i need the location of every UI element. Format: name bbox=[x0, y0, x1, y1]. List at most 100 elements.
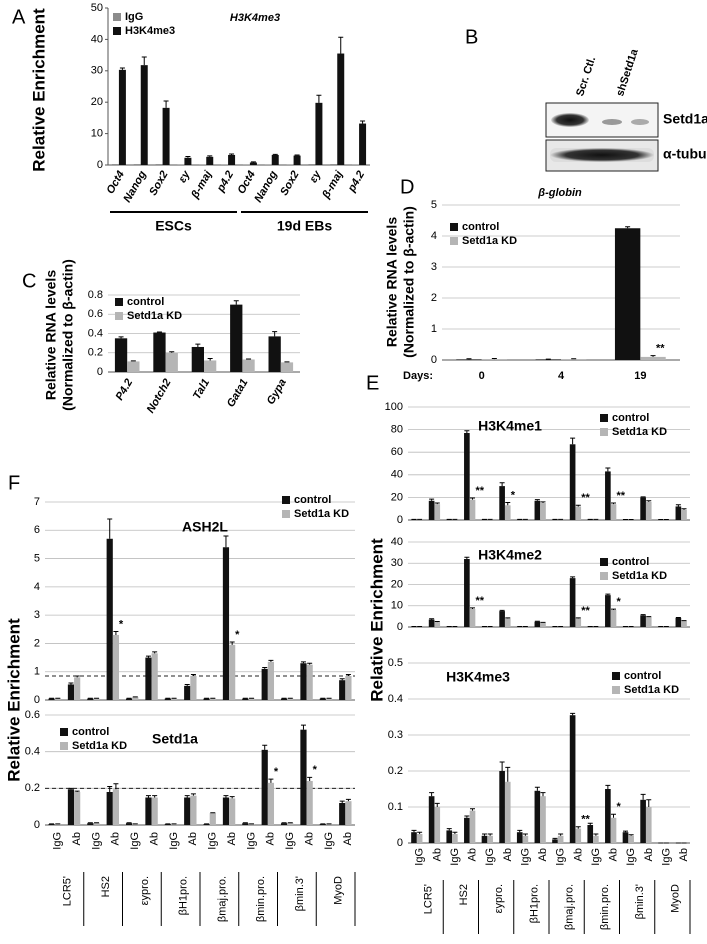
chart-title: H3K4me1 bbox=[478, 418, 542, 434]
legend-label: control bbox=[294, 494, 331, 506]
x-tick-label: 0 bbox=[479, 370, 485, 382]
y-axis-label: Relative Enrichment bbox=[4, 618, 23, 782]
y-tick-label: 2 bbox=[431, 292, 437, 304]
bar bbox=[287, 698, 294, 700]
bar bbox=[286, 164, 294, 165]
error-bar bbox=[107, 786, 113, 792]
error-bar bbox=[593, 833, 599, 836]
panel-letter: B bbox=[465, 26, 478, 48]
group-label: LCR5' bbox=[61, 876, 73, 906]
bar bbox=[177, 164, 185, 165]
x-tick-label: IgG bbox=[555, 848, 567, 866]
bar bbox=[267, 661, 275, 700]
bar bbox=[504, 618, 511, 627]
bar bbox=[280, 362, 294, 372]
error-bar bbox=[195, 343, 201, 347]
band-label: α-tubulin bbox=[663, 146, 707, 162]
bar bbox=[352, 164, 360, 165]
group-label: βmaj.pro. bbox=[216, 876, 228, 922]
x-tick-label: Ab bbox=[148, 832, 160, 845]
y-tick-label: 0 bbox=[97, 366, 103, 378]
y-axis-label: Relative RNA levels bbox=[43, 270, 59, 400]
error-bar bbox=[107, 518, 113, 539]
bar bbox=[534, 790, 541, 843]
error-bar bbox=[152, 651, 158, 654]
error-bar bbox=[272, 331, 278, 337]
panel-letter: D bbox=[400, 176, 414, 198]
bar bbox=[345, 675, 352, 700]
group-label: εypro. bbox=[493, 884, 505, 913]
x-tick-label: IgG bbox=[519, 848, 531, 866]
x-tick-label: Ab bbox=[643, 848, 655, 861]
x-tick-label: IgG bbox=[625, 848, 637, 866]
bar bbox=[308, 164, 316, 165]
bar bbox=[540, 796, 546, 843]
bar bbox=[145, 797, 152, 825]
legend-label: Setd1a KD bbox=[612, 570, 667, 582]
bar bbox=[242, 164, 250, 165]
error-bar bbox=[229, 796, 235, 799]
x-tick-label: Ab bbox=[431, 848, 443, 861]
bar bbox=[184, 685, 191, 700]
bar bbox=[645, 807, 652, 843]
legend-label: Setd1a KD bbox=[612, 426, 667, 438]
bar bbox=[504, 505, 511, 520]
error-bar bbox=[300, 661, 306, 664]
x-tick-label: 4 bbox=[558, 370, 565, 382]
x-tick-label: IgG bbox=[168, 832, 180, 850]
error-bar bbox=[272, 153, 278, 155]
group-label: εypro. bbox=[139, 876, 151, 905]
y-tick-label: 0.2 bbox=[388, 765, 403, 777]
bar bbox=[319, 698, 326, 700]
legend-swatch bbox=[450, 223, 458, 231]
legend-label: control bbox=[127, 296, 164, 308]
bar bbox=[416, 834, 423, 843]
chart-title: Setd1a bbox=[152, 731, 198, 747]
bar bbox=[229, 644, 236, 700]
legend-swatch bbox=[115, 312, 123, 320]
bar bbox=[522, 835, 529, 843]
error-bar bbox=[640, 496, 646, 498]
bar bbox=[48, 698, 55, 700]
x-tick-label: Ab bbox=[467, 848, 479, 861]
x-tick-label: Ab bbox=[502, 848, 514, 861]
error-bar bbox=[470, 808, 476, 811]
bar bbox=[428, 796, 435, 843]
significance: ** bbox=[581, 492, 590, 504]
error-bar bbox=[145, 655, 151, 658]
error-bar bbox=[452, 831, 458, 834]
panel-letter: C bbox=[22, 270, 36, 292]
x-tick-label: P4.2 bbox=[114, 377, 136, 403]
error-bar bbox=[68, 682, 74, 685]
legend-swatch bbox=[612, 686, 620, 694]
bar bbox=[337, 53, 345, 165]
bar bbox=[145, 657, 152, 700]
x-tick-label: Ab bbox=[342, 832, 354, 845]
x-tick-label: IgG bbox=[52, 832, 64, 850]
bar bbox=[164, 824, 171, 825]
error-bar bbox=[74, 675, 80, 678]
x-tick-label: p4.2 bbox=[345, 169, 367, 195]
x-tick-label: p4.2 bbox=[214, 169, 236, 195]
x-tick-label: IgG bbox=[207, 832, 219, 850]
error-bar bbox=[540, 792, 546, 797]
legend-label: Setd1a KD bbox=[72, 740, 127, 752]
chart-title: H3K4me2 bbox=[478, 547, 542, 563]
bar bbox=[675, 617, 682, 627]
group-label: 19d EBs bbox=[277, 218, 332, 234]
error-bar bbox=[570, 437, 576, 445]
significance: ** bbox=[476, 485, 485, 497]
bar bbox=[569, 578, 576, 627]
western-blot: Scr. Ctl. shSetd1a Setd1a α-tubulin bbox=[545, 47, 707, 172]
bar bbox=[170, 824, 178, 825]
chart-title: ASH2L bbox=[182, 519, 228, 535]
bar bbox=[339, 680, 346, 700]
bar bbox=[114, 338, 128, 372]
x-tick-label: Ab bbox=[265, 832, 277, 845]
error-bar bbox=[429, 792, 435, 797]
y-tick-label: 0 bbox=[34, 694, 40, 706]
y-tick-label: 0.4 bbox=[388, 693, 403, 705]
bar bbox=[127, 361, 140, 372]
error-bar bbox=[628, 834, 634, 836]
legend-label: control bbox=[612, 556, 649, 568]
